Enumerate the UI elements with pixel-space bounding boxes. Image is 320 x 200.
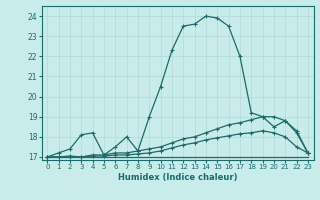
X-axis label: Humidex (Indice chaleur): Humidex (Indice chaleur): [118, 173, 237, 182]
